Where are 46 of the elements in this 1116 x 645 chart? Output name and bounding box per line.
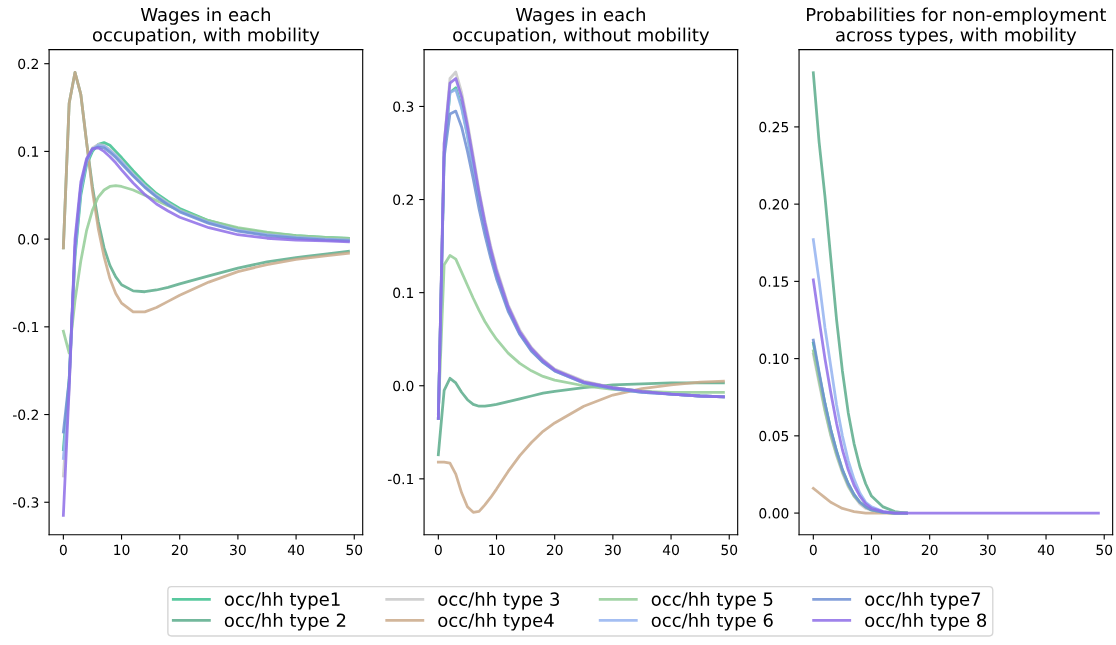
x-tick-label: 10 [114,544,130,556]
y-tick-label: 0.05 [759,430,789,442]
y-tick-label: -0.1 [387,473,414,485]
y-tick-label: 0.15 [759,276,789,287]
x-tick-label: 30 [980,544,996,556]
x-tick-label: 50 [346,544,363,556]
legend-label: occ/hh type 3 [438,592,560,610]
legend-label: occ/hh type 5 [651,592,773,610]
y-tick-label: 0.0 [18,234,39,245]
y-tick-label: 0.10 [759,353,789,365]
y-tick-label: 0.20 [759,199,789,210]
x-tick-label: 40 [662,544,679,556]
legend-label: occ/hh type4 [438,613,554,631]
legend-label: occ/hh type 8 [865,613,987,631]
x-tick-label: 20 [546,544,563,556]
chart-title: Wages in each occupation, with mobility [92,7,320,46]
x-tick-label: 50 [721,544,738,556]
chart-title: Wages in each occupation, without mobility [453,7,710,46]
y-tick-label: 0.0 [393,380,414,392]
y-tick-label: -0.2 [12,409,38,421]
y-tick-label: 0.2 [393,194,413,206]
legend-label: occ/hh type7 [865,592,981,610]
x-tick-label: 10 [864,544,880,556]
x-tick-label: 40 [287,544,304,556]
y-tick-label: 0.2 [18,58,38,70]
y-tick-label: -0.3 [12,497,39,508]
x-tick-label: 0 [809,544,817,556]
x-tick-label: 10 [489,544,505,556]
x-tick-label: 30 [605,544,621,556]
y-tick-label: -0.1 [12,321,39,333]
x-tick-label: 50 [1096,544,1113,556]
x-tick-label: 30 [230,544,246,556]
x-tick-label: 20 [921,544,938,556]
legend-label: occ/hh type1 [224,592,340,610]
y-tick-label: 0.00 [759,508,789,519]
y-tick-label: 0.3 [393,101,414,112]
x-tick-label: 40 [1037,544,1054,556]
x-tick-label: 0 [434,544,442,556]
x-tick-label: 0 [59,544,67,556]
y-tick-label: 0.25 [759,121,789,133]
legend-label: occ/hh type 2 [224,613,346,631]
chart-title: Probabilities for non-employment across types, with mobility [807,7,1106,46]
y-tick-label: 0.1 [393,287,414,299]
x-tick-label: 20 [171,544,188,556]
legend-label: occ/hh type 6 [651,613,773,631]
y-tick-label: 0.1 [18,146,39,157]
